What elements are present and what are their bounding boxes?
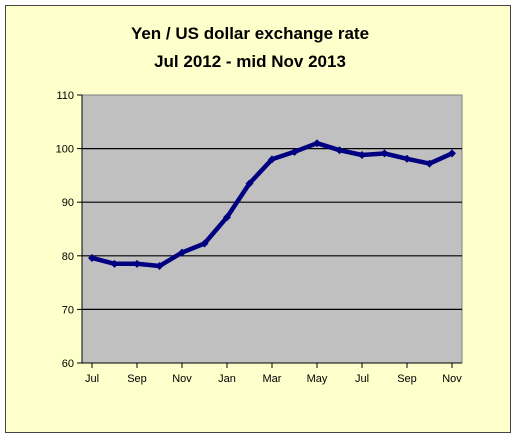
chart-title: Yen / US dollar exchange rate — [131, 24, 369, 43]
data-point — [200, 239, 209, 248]
data-point — [155, 261, 164, 270]
data-point — [313, 139, 321, 148]
x-tick-label: Nov — [442, 373, 462, 385]
y-tick-label: 100 — [56, 144, 74, 156]
data-point — [335, 146, 344, 155]
data-point — [290, 147, 299, 156]
y-tick-label: 90 — [62, 197, 74, 209]
x-axis: Jul Sep Nov Jan Mar May Jul Sep Nov — [82, 362, 462, 385]
y-tick-label: 60 — [62, 358, 74, 370]
y-tick-label: 80 — [62, 251, 74, 263]
x-tick-label: Jan — [218, 373, 236, 385]
x-tick-label: Jul — [355, 373, 369, 385]
x-tick-label: Jul — [85, 373, 99, 385]
data-point — [448, 149, 456, 158]
x-tick-label: Nov — [172, 373, 192, 385]
data-point — [88, 253, 96, 262]
data-point — [245, 179, 254, 188]
data-point — [110, 259, 119, 268]
plot-area — [81, 94, 463, 364]
data-point — [178, 248, 186, 257]
data-point — [425, 159, 434, 168]
data-point — [223, 213, 231, 222]
x-tick-label: Sep — [397, 373, 417, 385]
x-tick-label: Mar — [263, 373, 282, 385]
chart-frame: Yen / US dollar exchange rate Jul 2012 -… — [5, 5, 511, 433]
chart-svg: Yen / US dollar exchange rate Jul 2012 -… — [56, 24, 463, 385]
data-point — [268, 155, 276, 164]
data-point — [133, 259, 141, 268]
data-point — [403, 154, 411, 163]
y-tick-label: 70 — [62, 304, 74, 316]
y-axis: 60 70 80 90 100 110 — [56, 90, 83, 370]
grid-lines — [82, 148, 462, 310]
chart-subtitle: Jul 2012 - mid Nov 2013 — [154, 52, 346, 71]
x-tick-label: May — [307, 373, 328, 385]
data-point — [358, 151, 366, 160]
data-point — [380, 149, 389, 158]
x-tick-label: Sep — [127, 373, 147, 385]
y-tick-label: 110 — [56, 90, 74, 102]
series-group — [88, 139, 456, 270]
